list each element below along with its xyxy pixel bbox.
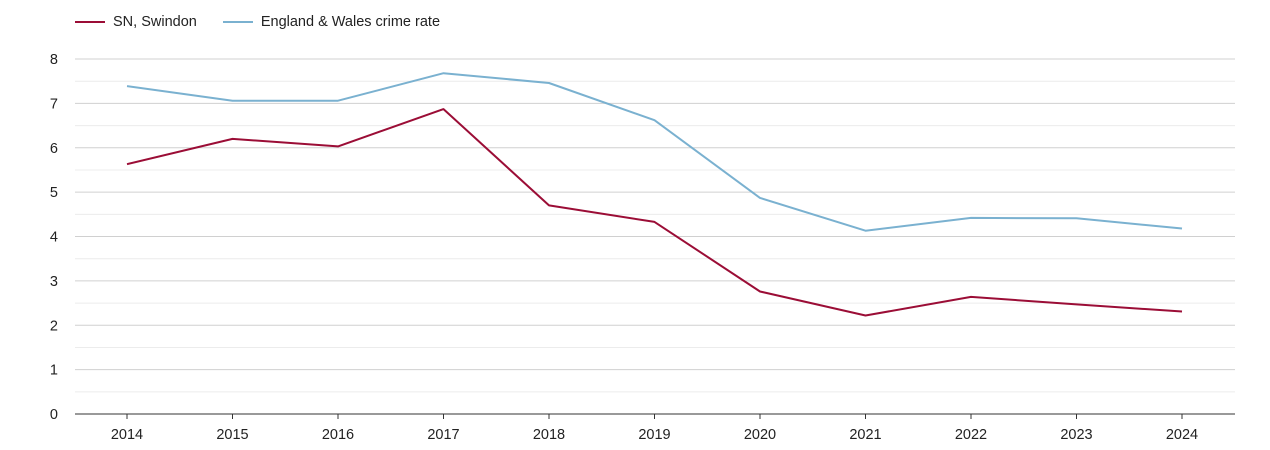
y-tick-label: 0 [50, 407, 58, 423]
legend-label-england-wales: England & Wales crime rate [260, 14, 441, 30]
legend-item-swindon[interactable]: SN, Swindon [75, 14, 197, 30]
x-tick-label: 2021 [849, 427, 881, 443]
y-tick-label: 2 [50, 318, 58, 334]
legend-label-swindon: SN, Swindon [113, 14, 197, 30]
x-tick-label: 2014 [111, 427, 143, 443]
y-tick-label: 6 [50, 141, 58, 157]
x-tick-label: 2020 [744, 427, 776, 443]
y-tick-label: 5 [50, 185, 58, 201]
y-tick-label: 4 [50, 230, 58, 246]
x-tick-label: 2017 [427, 427, 459, 443]
legend-swatch-swindon [75, 21, 105, 23]
x-tick-label: 2022 [955, 427, 987, 443]
x-tick-label: 2018 [533, 427, 565, 443]
legend-swatch-england-wales [222, 21, 253, 23]
y-tick-label: 3 [50, 274, 58, 290]
x-tick-label: 2023 [1060, 427, 1092, 443]
y-tick-label: 8 [50, 52, 58, 68]
x-tick-label: 2016 [322, 427, 354, 443]
x-tick-label: 2019 [638, 427, 670, 443]
series-line-england-wales [126, 72, 1183, 232]
legend-item-england-wales[interactable]: England & Wales crime rate [222, 14, 441, 30]
y-tick-label: 1 [50, 363, 58, 379]
y-tick-label: 7 [50, 96, 58, 112]
series-line-swindon [126, 108, 1183, 317]
legend: SN, Swindon England & Wales crime rate [75, 14, 440, 30]
x-tick-label: 2015 [216, 427, 248, 443]
x-tick-label: 2024 [1166, 427, 1198, 443]
